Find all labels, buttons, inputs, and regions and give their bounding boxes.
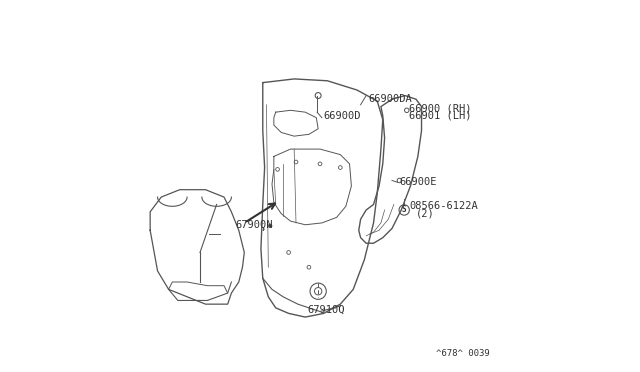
Text: ^678^ 0039: ^678^ 0039 xyxy=(436,349,490,358)
Text: S: S xyxy=(402,205,406,215)
Text: (2): (2) xyxy=(416,209,435,219)
Circle shape xyxy=(268,224,272,228)
Text: 66900 (RH): 66900 (RH) xyxy=(408,103,471,113)
Text: 67910Q: 67910Q xyxy=(308,305,346,315)
Text: 66900DA: 66900DA xyxy=(368,94,412,104)
Text: 66900D: 66900D xyxy=(323,111,360,121)
Text: 66900E: 66900E xyxy=(399,177,437,187)
Text: 67900N: 67900N xyxy=(236,220,273,230)
Text: 66901 (LH): 66901 (LH) xyxy=(408,111,471,121)
Text: 08566-6122A: 08566-6122A xyxy=(410,201,478,211)
